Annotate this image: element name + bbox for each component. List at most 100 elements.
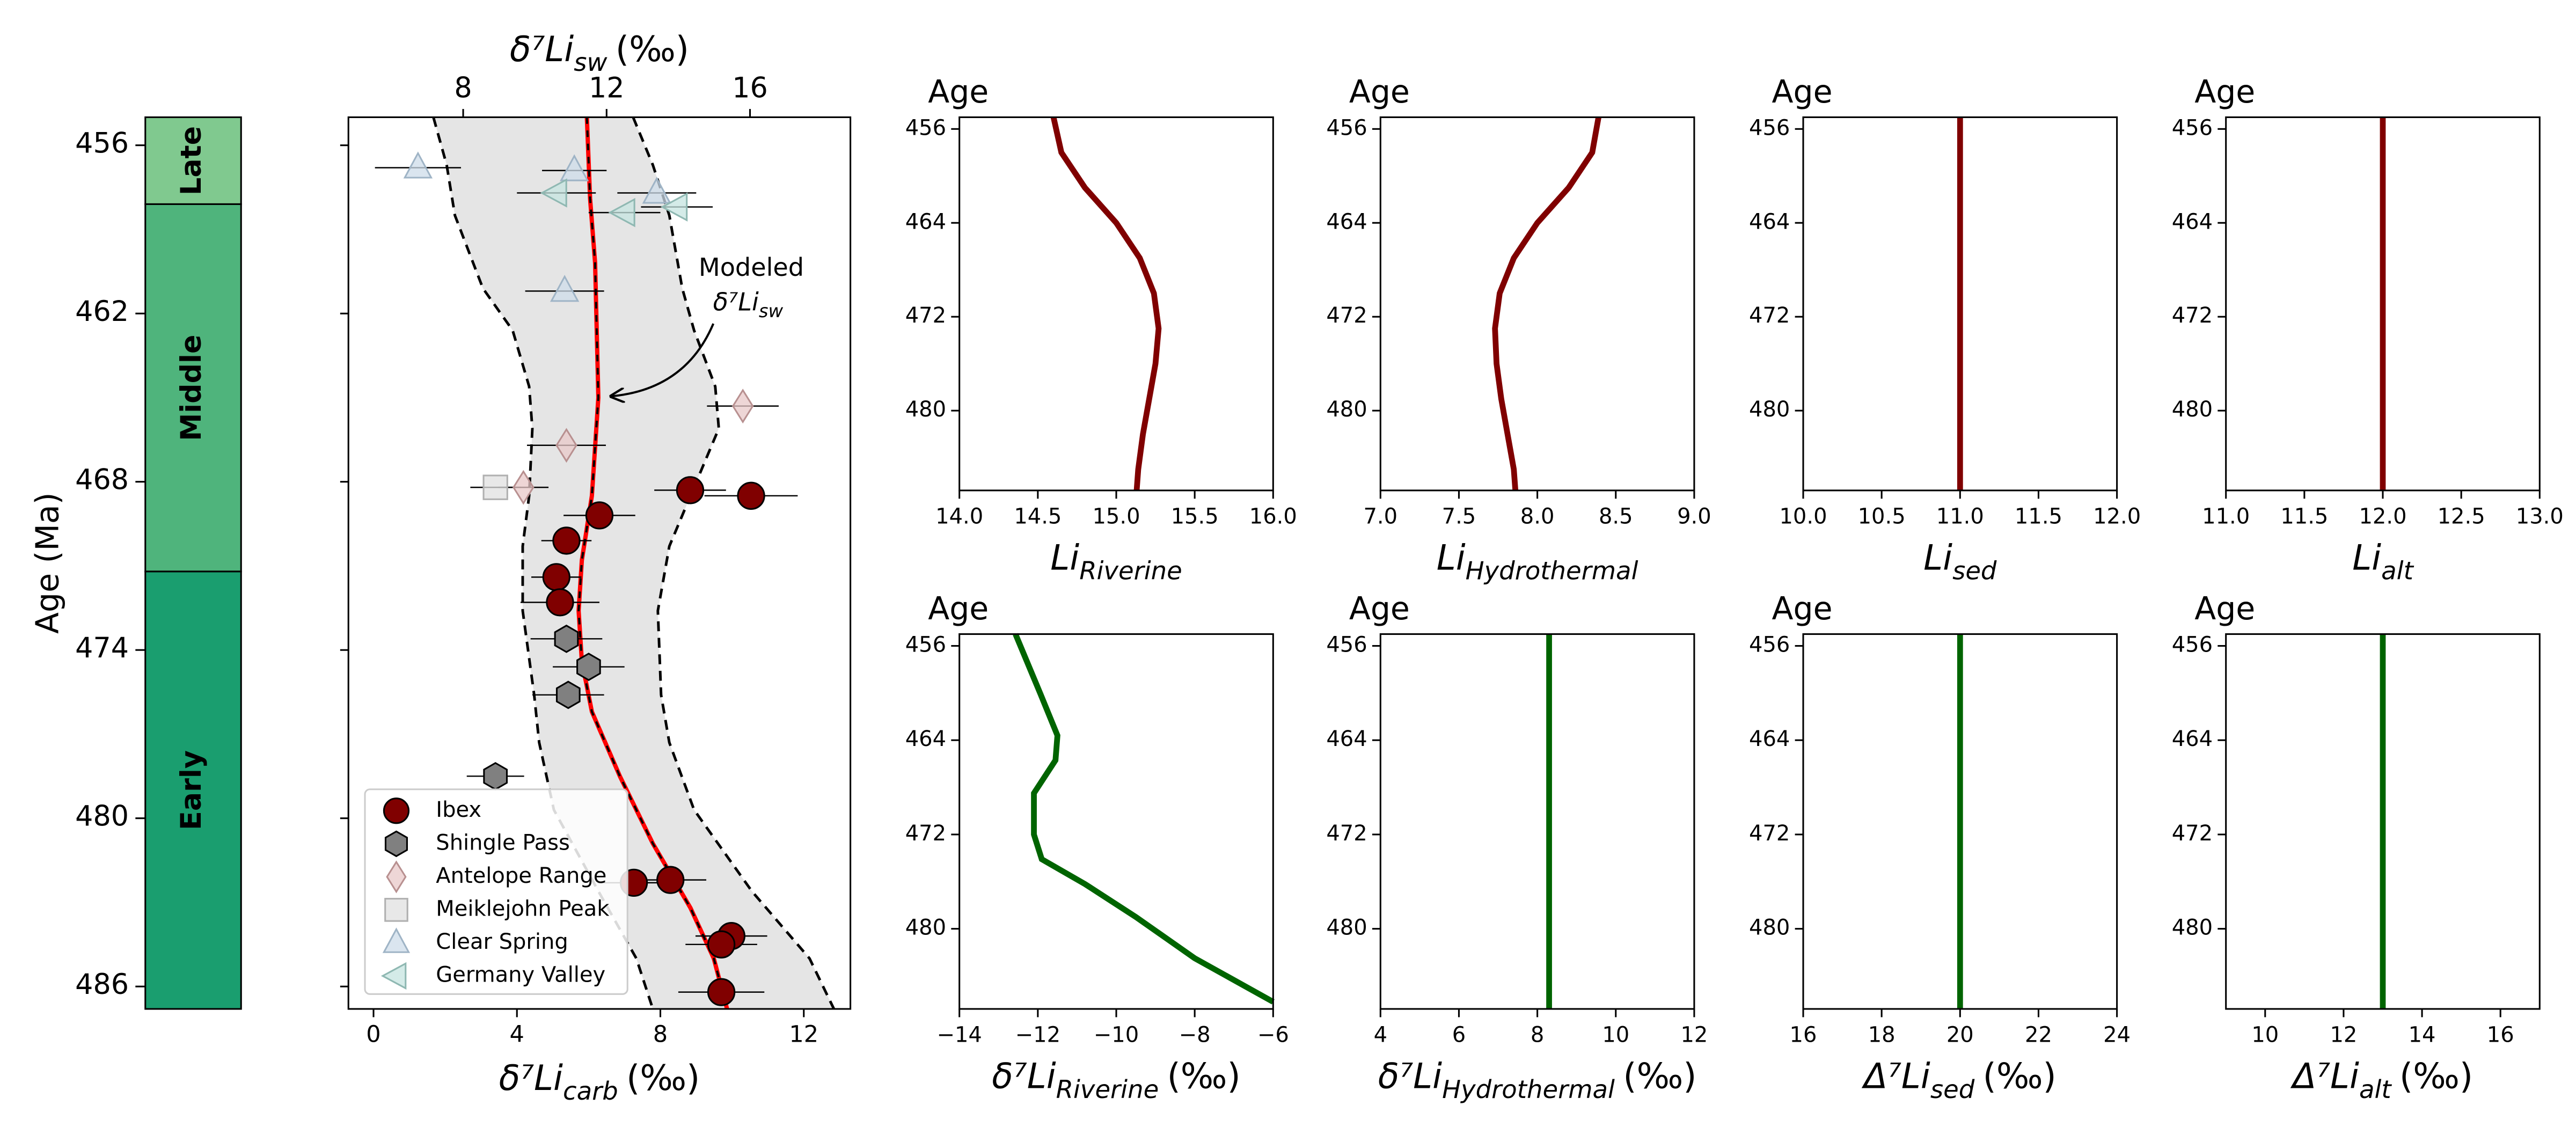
marker [642,177,672,204]
legend-label: Antelope Range [436,863,606,888]
legend-label: Clear Spring [436,930,568,954]
axis-label: Δ⁷Lised (‰) [1861,1057,2057,1104]
stage-label: Early [175,750,208,830]
label-main: δ⁷Li [499,1058,563,1099]
label-sub: carb [563,1077,618,1106]
y-axis-label: Age [928,590,989,627]
marker [550,275,580,302]
axis-label: LiRiverine [1050,538,1182,586]
label-main: δ⁷Li [1378,1057,1442,1097]
label-main: Li [1050,538,1079,579]
label-main: Δ⁷Li [1861,1057,1930,1097]
x-tick-label: 11.0 [2202,504,2250,529]
marker [384,830,408,858]
label-main: δ⁷Li [992,1057,1056,1097]
y-tick-label: 480 [905,397,946,422]
y-axis-label: Age [2194,590,2255,627]
y-tick-label: 472 [2172,821,2213,846]
y-tick-label: 456 [2172,633,2213,657]
marker [384,898,408,922]
x2-tick-label: 16 [732,72,768,105]
label-unit: (‰) [1983,1057,2057,1097]
marker [576,653,601,681]
legend-label: Germany Valley [436,962,605,987]
label-sub: Hydrothermal [1442,1075,1615,1104]
y-tick-label: 464 [1749,209,1790,234]
label-main: Li [1437,538,1466,579]
marker [676,476,705,504]
y-axis-label: Age (Ma) [29,492,65,634]
axis-label: Lised [1923,538,1997,586]
x-tick-label: 10 [1602,1023,1629,1048]
x-tick-label: 16 [2487,1023,2514,1048]
y-tick-label: 456 [75,127,129,160]
x-tick-label: 10 [2251,1023,2279,1048]
x-tick-label: 18 [1868,1023,1896,1048]
y-tick-label: 480 [1749,397,1790,422]
y-tick-label: 480 [905,916,946,940]
y-tick-label: 462 [75,295,129,328]
x2-tick-label: 12 [589,72,625,105]
x-tick-label: −6 [1257,1023,1289,1048]
y-tick-label: 464 [1326,727,1367,751]
axis-label: δ⁷LiRiverine (‰) [992,1057,1240,1104]
x-tick-label: 11.0 [1936,504,1984,529]
marker [482,474,508,500]
x-tick-label: 4 [510,1021,524,1048]
label-main: Li [1923,538,1952,579]
marker [513,470,535,505]
label-unit: (‰) [1167,1057,1241,1097]
x-tick-label: 16 [1790,1023,1817,1048]
x-tick-label: 8.5 [1599,504,1633,529]
y-axis-label: Age [1772,74,1833,110]
x-tick-label: 4 [1374,1023,1387,1048]
y-axis-label: Age [1349,74,1410,110]
legend-label: Ibex [436,797,481,822]
x-tick-label: 16.0 [1249,504,1297,529]
y-axis-label: Age [928,74,989,110]
marker [555,428,577,463]
label-main: δ⁷Li [510,30,574,70]
marker [608,197,635,228]
label-unit: (‰) [1623,1057,1696,1097]
y-tick-label: 474 [75,632,129,664]
x-tick-label: 9.0 [1677,504,1711,529]
y-tick-label: 456 [2172,115,2213,140]
annotation-arrow [611,323,715,396]
marker [540,178,567,208]
y-axis-label: Age [1772,590,1833,627]
y-tick-label: 472 [1326,303,1367,328]
label-sub: Riverine [1079,557,1182,586]
x-tick-label: 22 [2025,1023,2052,1048]
legend-label: Shingle Pass [436,830,570,855]
label-sub: Hydrothermal [1466,557,1638,586]
marker [383,797,410,824]
x-tick-label: 8.0 [1520,504,1555,529]
label-sub: sw [574,48,608,77]
y-tick-label: 472 [905,303,946,328]
axes-frame [2225,633,2541,1010]
label-unit: (‰) [2399,1057,2473,1097]
marker [707,930,736,958]
stage-box [144,203,242,573]
marker [546,588,574,617]
x-tick-label: 12 [1680,1023,1708,1048]
x-tick-label: 13.0 [2516,504,2564,529]
envelope-upper [632,117,836,1009]
marker [660,192,688,222]
x-tick-label: 15.5 [1171,504,1219,529]
marker [542,563,570,591]
x-tick-label: 6 [1452,1023,1466,1048]
marker [554,624,579,653]
marker [737,481,765,510]
y-tick-label: 464 [1326,209,1367,234]
label-sub: sed [1952,557,1997,586]
x-tick-label: −12 [1015,1023,1060,1048]
label-sub: sed [1930,1075,1975,1104]
axis-label: Lialt [2352,538,2414,586]
y-tick-label: 464 [2172,727,2213,751]
label-unit: (‰) [626,1058,700,1099]
x-tick-label: 10.0 [1779,504,1827,529]
label-sub: Riverine [1056,1075,1159,1104]
